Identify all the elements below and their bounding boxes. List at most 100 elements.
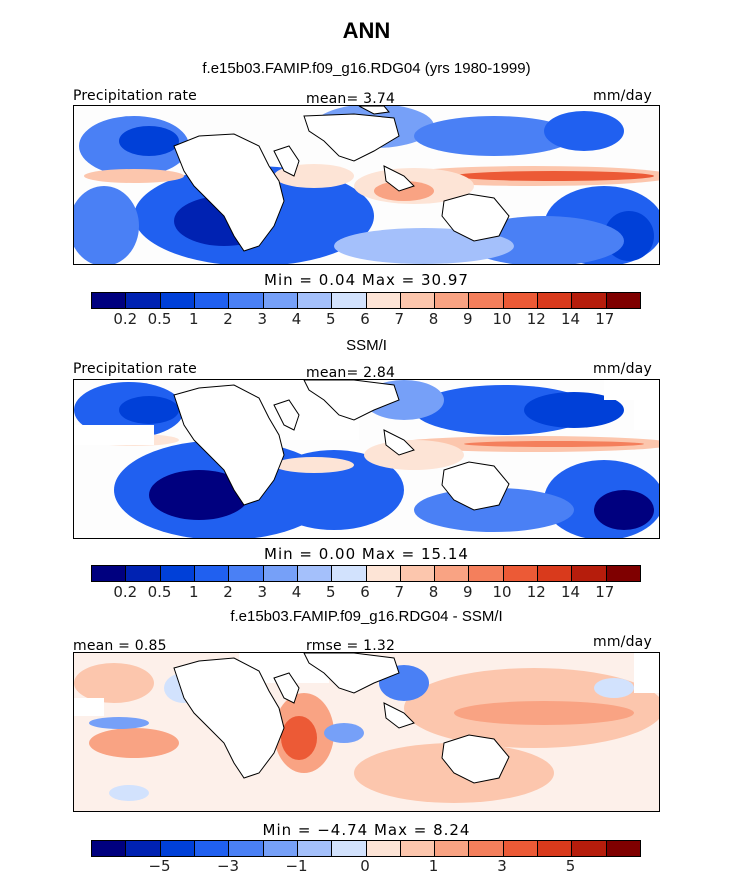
colorbar-tick-label: 0.5: [147, 583, 172, 601]
panel-3-map: [73, 652, 660, 812]
colorbar-tick-label: 0.2: [113, 310, 138, 328]
colorbar-tick-label: 2: [223, 310, 233, 328]
panel-3-rmse-label: rmse = 1.32: [306, 638, 396, 654]
panel-1-colorbar-ticks: 0.2 0.5 1 2 3 4 5 6 7 8 9 10 12 14 17: [91, 310, 639, 328]
colorbar-tick-label: −1: [285, 857, 308, 875]
colorbar-swatch: [538, 293, 573, 308]
colorbar-swatch: [572, 293, 607, 308]
colorbar-tick-label: 3: [497, 857, 507, 875]
colorbar-swatch: [160, 841, 195, 856]
colorbar-swatch: [229, 841, 264, 856]
colorbar-swatch: [503, 841, 539, 856]
colorbar-tick-label: 14: [560, 583, 581, 601]
panel-2-units-label: mm/day: [593, 361, 652, 377]
colorbar-tick-label: 3: [257, 310, 268, 328]
colorbar-swatch: [126, 841, 161, 856]
colorbar-swatch: [435, 293, 470, 308]
colorbar-swatch: [572, 566, 607, 581]
panel-1-map: [73, 105, 660, 265]
colorbar-swatch: [297, 841, 333, 856]
colorbar-tick-label: 1: [188, 310, 199, 328]
colorbar-tick-label: −5: [148, 857, 171, 875]
colorbar-tick-label: 9: [462, 583, 473, 601]
panel-3-colorbar: [91, 840, 641, 857]
colorbar-swatch: [194, 841, 230, 856]
colorbar-tick-label: 7: [394, 310, 405, 328]
colorbar-swatch: [194, 293, 230, 308]
colorbar-tick-label: 3: [257, 583, 268, 601]
panel-1-units-label: mm/day: [593, 88, 652, 104]
colorbar-tick-label: 14: [560, 310, 581, 328]
colorbar-swatch: [538, 566, 573, 581]
panel-3-units-label: mm/day: [593, 634, 652, 650]
panel-2-map: [73, 379, 660, 539]
colorbar-tick-label: 10: [492, 310, 512, 328]
colorbar-tick-label: 8: [428, 583, 439, 601]
colorbar-swatch: [332, 566, 367, 581]
colorbar-swatch: [332, 293, 367, 308]
colorbar-swatch: [297, 566, 333, 581]
colorbar-swatch: [297, 293, 333, 308]
colorbar-tick-label: 8: [428, 310, 439, 328]
panel-2-colorbar-ticks: 0.2 0.5 1 2 3 4 5 6 7 8 9 10 12 14 17: [91, 583, 639, 601]
colorbar-swatch: [92, 566, 127, 581]
colorbar-swatch: [160, 566, 195, 581]
colorbar-swatch: [92, 841, 127, 856]
colorbar-tick-label: 10: [492, 583, 512, 601]
panel-3-mean-label: mean = 0.85: [73, 638, 167, 654]
colorbar-tick-label: 4: [291, 310, 302, 328]
figure-title: ANN: [342, 18, 391, 43]
colorbar-swatch: [229, 293, 264, 308]
colorbar-tick-label: −3: [216, 857, 240, 875]
colorbar-tick-label: 5: [325, 310, 336, 328]
colorbar-swatch: [92, 293, 127, 308]
colorbar-tick-label: 5: [565, 857, 576, 875]
colorbar-swatch: [435, 566, 470, 581]
panel-1-min-max: Min = 0.04 Max = 30.97: [264, 271, 469, 289]
colorbar-tick-label: 9: [462, 310, 473, 328]
panel-2-variable-label: Precipitation rate: [73, 361, 197, 377]
panel-2-land-masses: [173, 380, 510, 511]
colorbar-swatch: [469, 841, 504, 856]
colorbar-swatch: [606, 566, 640, 581]
colorbar-swatch: [263, 293, 298, 308]
colorbar-swatch: [366, 566, 401, 581]
colorbar-tick-label: 1: [188, 583, 199, 601]
colorbar-tick-label: 0.5: [147, 310, 172, 328]
panel-3-min-max: Min = −4.74 Max = 8.24: [262, 821, 471, 839]
colorbar-tick-label: 6: [360, 310, 370, 328]
colorbar-swatch: [366, 841, 401, 856]
panel-2-mean-label: mean= 2.84: [306, 365, 396, 381]
colorbar-tick-label: 12: [526, 310, 546, 328]
colorbar-tick-label: 12: [526, 583, 546, 601]
colorbar-swatch: [126, 293, 161, 308]
colorbar-tick-label: 6: [360, 583, 370, 601]
colorbar-swatch: [366, 293, 401, 308]
colorbar-swatch: [469, 293, 504, 308]
colorbar-swatch: [229, 566, 264, 581]
panel-2-min-max: Min = 0.00 Max = 15.14: [264, 545, 469, 563]
panel-3-colorbar-ticks: −5 −3 −1 0 1 3 5: [91, 857, 639, 875]
colorbar-swatch: [572, 841, 607, 856]
colorbar-swatch: [606, 293, 640, 308]
colorbar-swatch: [435, 841, 470, 856]
panel-1-land-masses: [173, 106, 510, 252]
colorbar-swatch: [263, 566, 298, 581]
panel-1-subtitle: f.e15b03.FAMIP.f09_g16.RDG04 (yrs 1980-1…: [202, 60, 531, 77]
colorbar-swatch: [606, 841, 640, 856]
panel-2-colorbar: [91, 565, 641, 582]
colorbar-swatch: [263, 841, 298, 856]
colorbar-swatch: [538, 841, 573, 856]
panel-1-colorbar: [91, 292, 641, 309]
colorbar-tick-label: 0: [360, 857, 370, 875]
colorbar-swatch: [503, 293, 539, 308]
colorbar-tick-label: 2: [223, 583, 233, 601]
colorbar-tick-label: 17: [595, 583, 615, 601]
panel-3-land-masses: [173, 653, 510, 784]
colorbar-swatch: [400, 566, 436, 581]
colorbar-swatch: [503, 566, 539, 581]
colorbar-swatch: [194, 566, 230, 581]
colorbar-tick-label: 5: [325, 583, 336, 601]
panel-1-mean-label: mean= 3.74: [306, 91, 396, 107]
panel-3-subtitle: f.e15b03.FAMIP.f09_g16.RDG04 - SSM/I: [230, 608, 503, 625]
